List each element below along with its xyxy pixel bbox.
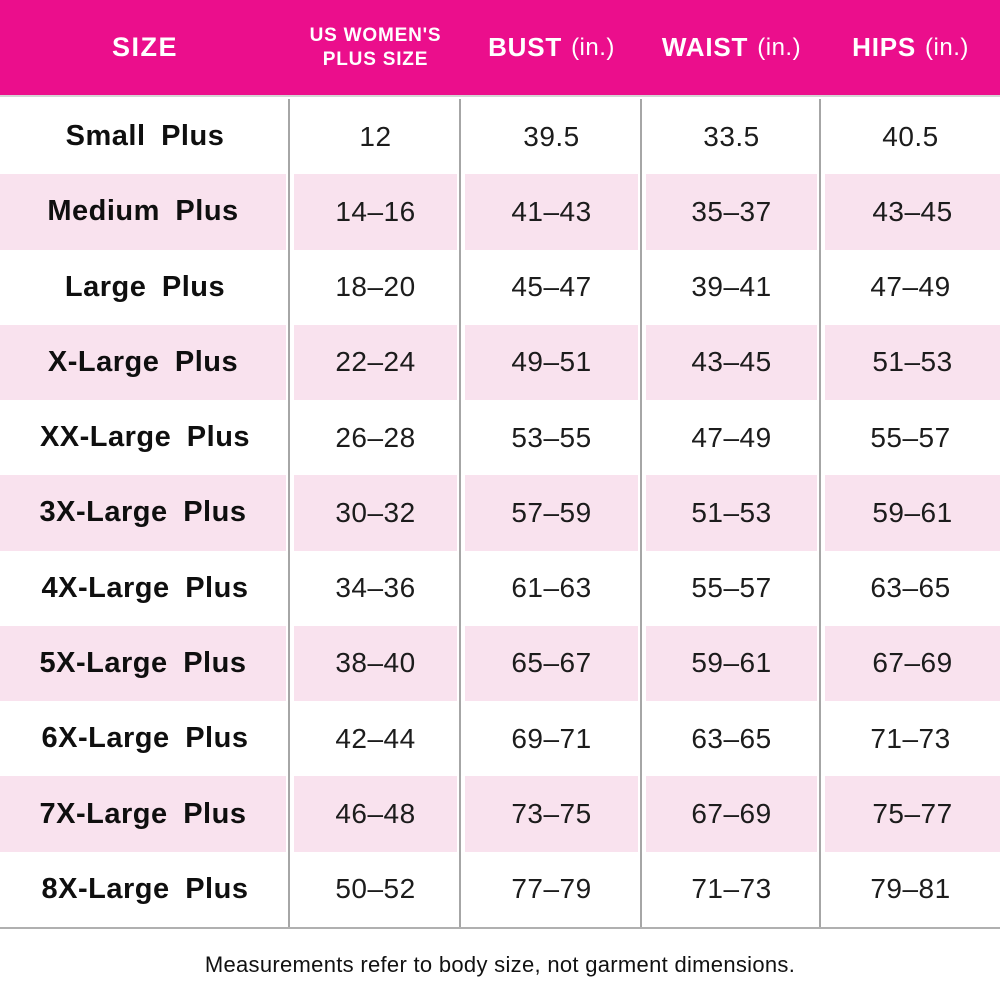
table-row: X-Large Plus 22–24 49–51 43–45 51–53 <box>0 324 1000 401</box>
size-cell: X-Large Plus <box>0 324 290 401</box>
hips-cell: 79–81 <box>870 873 951 905</box>
header-us-line1: US WOMEN'S <box>309 24 442 46</box>
bust-cell: 69–71 <box>511 722 592 754</box>
waist-cell: 59–61 <box>642 625 821 702</box>
waist-cell: 71–73 <box>691 873 772 905</box>
size-cell: Small Plus <box>65 120 225 153</box>
measurement-footnote: Measurements refer to body size, not gar… <box>204 951 796 977</box>
hips-cell: 51–53 <box>821 324 1000 401</box>
hips-cell: 63–65 <box>870 572 951 604</box>
header-size: SIZE <box>0 0 290 95</box>
waist-cell: 39–41 <box>691 271 772 303</box>
size-cell: 7X-Large Plus <box>0 776 290 852</box>
table-row: 3X-Large Plus 30–32 57–59 51–53 59–61 <box>0 475 1000 551</box>
size-cell: 5X-Large Plus <box>0 625 290 702</box>
table-row: 5X-Large Plus 38–40 65–67 59–61 67–69 <box>0 625 1000 702</box>
header-size-label: SIZE <box>111 32 178 62</box>
header-hips: HIPS (in.) <box>821 0 1000 95</box>
us-size-cell: 34–36 <box>335 572 416 604</box>
size-cell: XX-Large Plus <box>39 421 251 454</box>
column-divider <box>819 99 821 927</box>
us-size-cell: 30–32 <box>290 475 461 551</box>
table-row: XX-Large Plus 26–28 53–55 47–49 55–57 <box>0 400 1000 475</box>
table-header-row: SIZE US WOMEN'S PLUS SIZE BUST (in.) WAI… <box>0 0 1000 97</box>
waist-cell: 35–37 <box>642 174 821 250</box>
header-bust-label: BUST <box>488 32 563 62</box>
header-waist-unit: (in.) <box>757 33 802 61</box>
header-waist: WAIST (in.) <box>642 0 821 95</box>
us-size-cell: 12 <box>359 120 392 152</box>
hips-cell: 71–73 <box>870 722 951 754</box>
bust-cell: 49–51 <box>461 324 642 401</box>
bust-cell: 73–75 <box>461 776 642 852</box>
waist-cell: 67–69 <box>642 776 821 852</box>
column-divider <box>288 99 290 927</box>
waist-cell: 51–53 <box>642 475 821 551</box>
table-row: Large Plus 18–20 45–47 39–41 47–49 <box>0 250 1000 325</box>
us-size-cell: 26–28 <box>335 421 416 453</box>
table-row: 8X-Large Plus 50–52 77–79 71–73 79–81 <box>0 852 1000 927</box>
us-size-cell: 46–48 <box>290 776 461 852</box>
us-size-cell: 50–52 <box>335 873 416 905</box>
waist-cell: 55–57 <box>691 572 772 604</box>
hips-cell: 55–57 <box>870 421 951 453</box>
waist-cell: 63–65 <box>691 722 772 754</box>
us-size-cell: 14–16 <box>290 174 461 250</box>
table-row: Small Plus 12 39.5 33.5 40.5 <box>0 99 1000 174</box>
header-us-plus-size: US WOMEN'S PLUS SIZE <box>290 0 461 95</box>
us-size-cell: 38–40 <box>290 625 461 702</box>
header-waist-label: WAIST <box>661 32 749 62</box>
header-bust: BUST (in.) <box>461 0 642 95</box>
bust-cell: 45–47 <box>511 271 592 303</box>
table-row: 6X-Large Plus 42–44 69–71 63–65 71–73 <box>0 701 1000 776</box>
hips-cell: 59–61 <box>821 475 1000 551</box>
waist-cell: 47–49 <box>691 421 772 453</box>
bust-cell: 53–55 <box>511 421 592 453</box>
bust-cell: 41–43 <box>461 174 642 250</box>
hips-cell: 75–77 <box>821 776 1000 852</box>
hips-cell: 43–45 <box>821 174 1000 250</box>
column-divider <box>459 99 461 927</box>
hips-cell: 40.5 <box>882 120 939 152</box>
bust-cell: 57–59 <box>461 475 642 551</box>
size-cell: 4X-Large Plus <box>41 571 249 604</box>
table-body: Small Plus 12 39.5 33.5 40.5 Medium Plus… <box>0 99 1000 927</box>
size-cell: Large Plus <box>64 270 226 303</box>
bust-cell: 61–63 <box>511 572 592 604</box>
us-size-cell: 18–20 <box>335 271 416 303</box>
bust-cell: 39.5 <box>523 120 580 152</box>
table-bottom-rule <box>0 927 1000 929</box>
header-hips-unit: (in.) <box>925 33 969 61</box>
table-row: Medium Plus 14–16 41–43 35–37 43–45 <box>0 174 1000 250</box>
hips-cell: 67–69 <box>821 625 1000 702</box>
hips-cell: 47–49 <box>870 271 951 303</box>
table-row: 7X-Large Plus 46–48 73–75 67–69 75–77 <box>0 776 1000 852</box>
header-us-line2: PLUS SIZE <box>322 48 429 70</box>
waist-cell: 33.5 <box>703 120 760 152</box>
size-cell: 6X-Large Plus <box>41 722 249 755</box>
header-bust-unit: (in.) <box>571 33 615 61</box>
size-cell: 3X-Large Plus <box>0 475 290 551</box>
size-cell: 8X-Large Plus <box>41 872 249 905</box>
us-size-cell: 42–44 <box>335 722 416 754</box>
table-row: 4X-Large Plus 34–36 61–63 55–57 63–65 <box>0 551 1000 626</box>
bust-cell: 65–67 <box>461 625 642 702</box>
header-hips-label: HIPS <box>852 32 917 62</box>
waist-cell: 43–45 <box>642 324 821 401</box>
us-size-cell: 22–24 <box>290 324 461 401</box>
size-cell: Medium Plus <box>0 174 290 250</box>
column-divider <box>640 99 642 927</box>
bust-cell: 77–79 <box>511 873 592 905</box>
